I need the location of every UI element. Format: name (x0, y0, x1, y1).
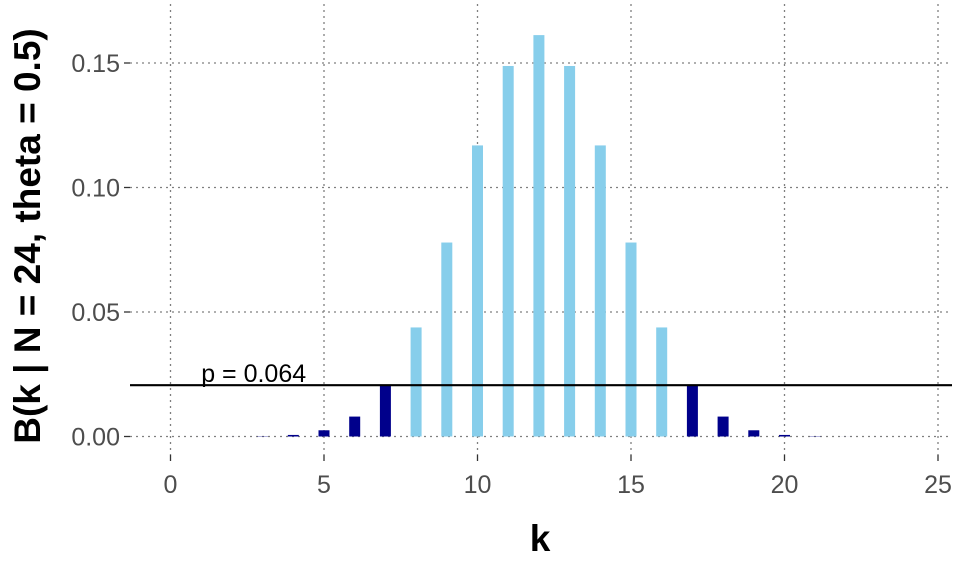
x-axis-ticks: 0 5 10 15 20 25 (164, 455, 952, 499)
x-axis-title: k (530, 518, 551, 559)
bar-k-8 (410, 327, 422, 437)
bar-k-20 (779, 434, 790, 437)
y-tick-label: 0.10 (71, 175, 120, 203)
y-axis-ticks: 0.00 0.05 0.10 0.15 (71, 50, 130, 452)
bar-k-15 (625, 242, 637, 437)
bar-k-12 (533, 35, 545, 437)
x-tick-label: 5 (317, 471, 331, 499)
y-tick-label: 0.15 (71, 50, 120, 78)
bar-k-19 (748, 430, 760, 437)
bar-k-16 (656, 327, 668, 437)
bar-k-5 (318, 430, 330, 437)
bar-k-11 (502, 65, 514, 437)
x-tick-label: 20 (771, 471, 799, 499)
x-tick-label: 0 (164, 471, 178, 499)
x-tick-label: 10 (464, 471, 492, 499)
bar-k-17 (686, 385, 698, 437)
bar-k-18 (717, 416, 729, 437)
bar-k-9 (441, 242, 453, 437)
bar-k-14 (594, 145, 606, 437)
y-axis-title: B(k | N = 24, theta = 0.5) (7, 28, 49, 443)
p-value-annotation: p = 0.064 (201, 360, 306, 388)
bar-k-4 (287, 434, 299, 437)
bar-k-7 (379, 385, 391, 437)
y-tick-label: 0.05 (71, 299, 120, 327)
bars (165, 35, 913, 437)
x-tick-label: 25 (924, 471, 952, 499)
bar-k-6 (349, 416, 361, 437)
x-tick-label: 15 (617, 471, 645, 499)
bar-k-13 (564, 65, 576, 437)
y-tick-label: 0.00 (71, 424, 120, 452)
bar-k-10 (472, 145, 483, 437)
